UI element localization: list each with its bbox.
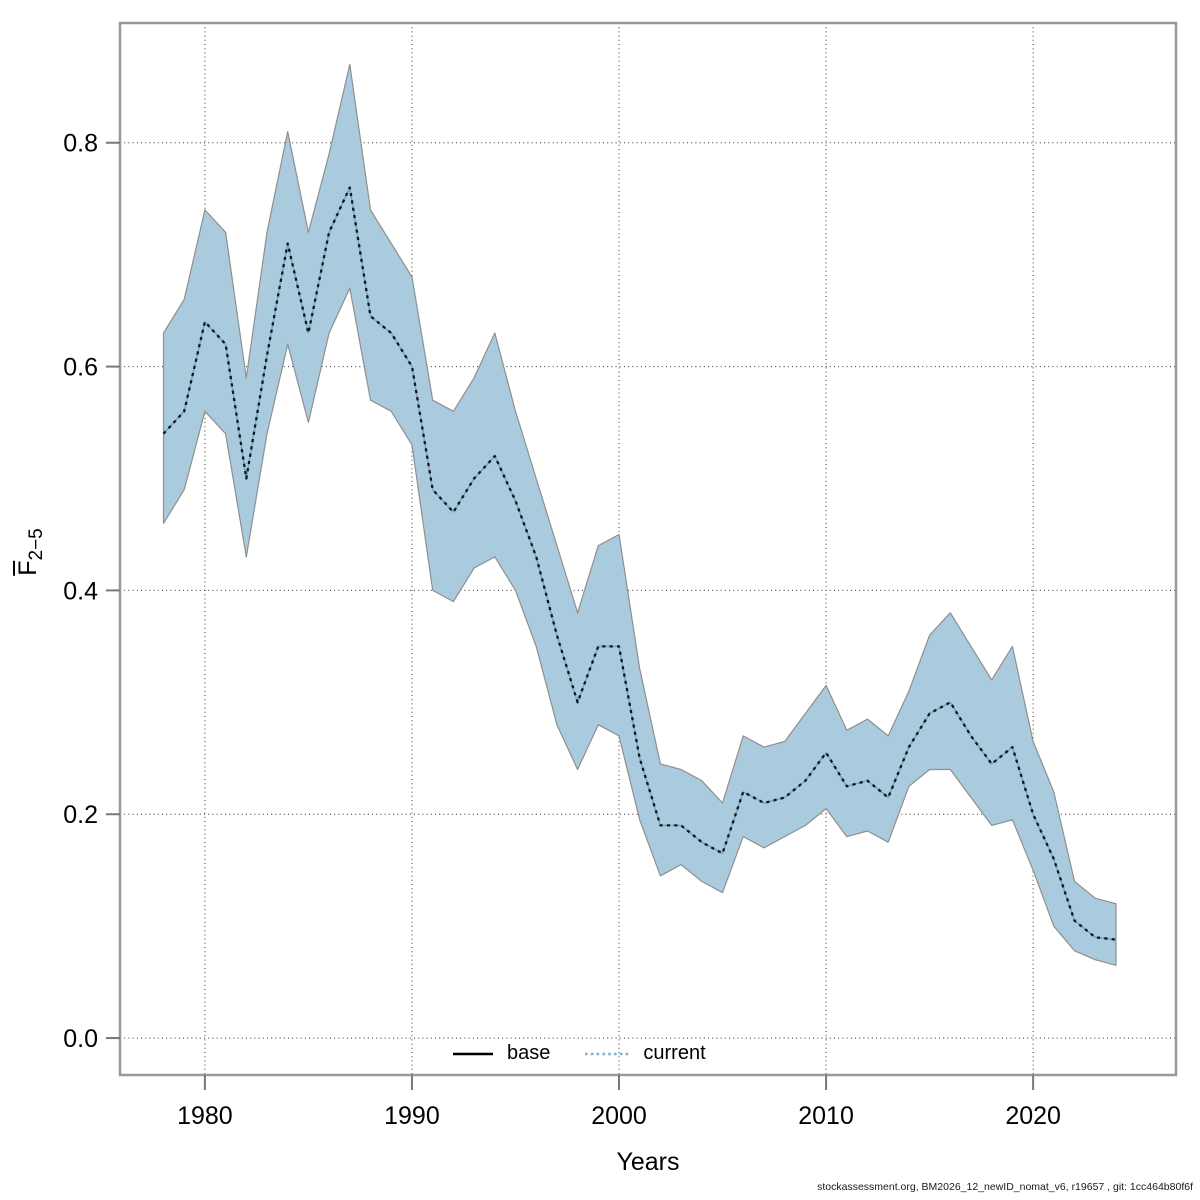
y-tick-label: 0.2 [63, 801, 98, 829]
legend-item-current: current [584, 1042, 706, 1065]
legend-label-current: current [643, 1042, 706, 1064]
plot-box [118, 21, 1178, 1077]
x-tick-label: 1980 [177, 1102, 233, 1130]
x-tick-label: 1990 [384, 1102, 440, 1130]
x-tick-label: 2020 [1005, 1102, 1061, 1130]
legend-item-base: base [452, 1042, 550, 1065]
y-tick-label: 0.6 [63, 354, 98, 382]
y-tick-label: 0.4 [63, 577, 98, 605]
y-axis-label-subscript: 2−5 [26, 528, 47, 561]
base-line-sample-icon [453, 1052, 493, 1055]
legend: base current [452, 1042, 706, 1065]
y-tick-label: 0.0 [63, 1025, 98, 1053]
confidence-band [162, 63, 1117, 966]
footer-attribution: stockassessment.org, BM2026_12_newID_nom… [817, 1181, 1193, 1193]
current-line-sample-icon [585, 1052, 630, 1055]
y-axis-label-fbar: F [13, 560, 42, 576]
x-tick-label: 2000 [591, 1102, 647, 1130]
legend-label-base: base [507, 1042, 551, 1064]
x-tick-label: 2010 [798, 1102, 854, 1130]
current-line [162, 186, 1117, 941]
y-axis-label: F2−5 [13, 528, 47, 576]
x-axis-label: Years [616, 1148, 680, 1176]
y-tick-label: 0.8 [63, 130, 98, 158]
